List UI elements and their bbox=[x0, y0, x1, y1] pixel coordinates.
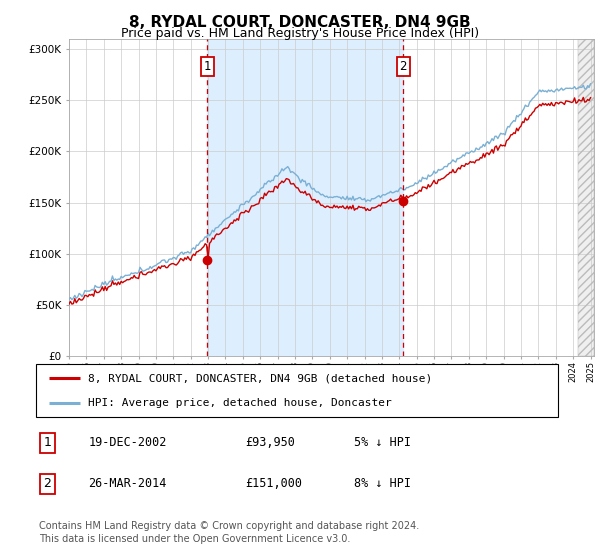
Text: 1: 1 bbox=[203, 60, 211, 73]
Text: £93,950: £93,950 bbox=[245, 436, 295, 449]
Text: Price paid vs. HM Land Registry's House Price Index (HPI): Price paid vs. HM Land Registry's House … bbox=[121, 27, 479, 40]
Text: 19-DEC-2002: 19-DEC-2002 bbox=[88, 436, 167, 449]
Text: £151,000: £151,000 bbox=[245, 477, 302, 490]
Text: 26-MAR-2014: 26-MAR-2014 bbox=[88, 477, 167, 490]
Text: 5% ↓ HPI: 5% ↓ HPI bbox=[355, 436, 412, 449]
FancyBboxPatch shape bbox=[36, 364, 558, 417]
Text: 8, RYDAL COURT, DONCASTER, DN4 9GB: 8, RYDAL COURT, DONCASTER, DN4 9GB bbox=[129, 15, 471, 30]
Text: Contains HM Land Registry data © Crown copyright and database right 2024.: Contains HM Land Registry data © Crown c… bbox=[39, 521, 419, 531]
Text: This data is licensed under the Open Government Licence v3.0.: This data is licensed under the Open Gov… bbox=[39, 534, 350, 544]
Text: 2: 2 bbox=[44, 477, 52, 490]
Text: 8% ↓ HPI: 8% ↓ HPI bbox=[355, 477, 412, 490]
Text: 1: 1 bbox=[44, 436, 52, 449]
Text: 8, RYDAL COURT, DONCASTER, DN4 9GB (detached house): 8, RYDAL COURT, DONCASTER, DN4 9GB (deta… bbox=[88, 374, 433, 384]
Text: 2: 2 bbox=[400, 60, 407, 73]
Text: HPI: Average price, detached house, Doncaster: HPI: Average price, detached house, Donc… bbox=[88, 398, 392, 408]
